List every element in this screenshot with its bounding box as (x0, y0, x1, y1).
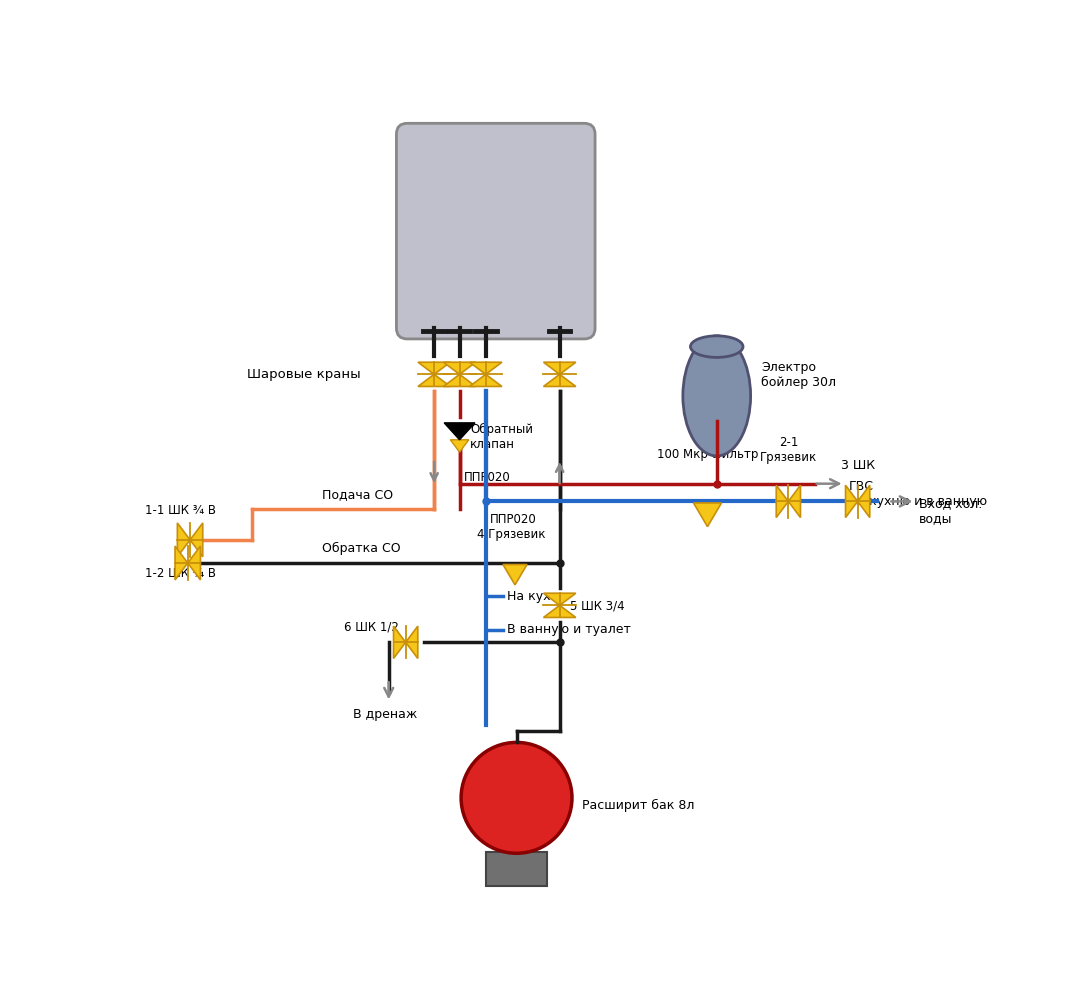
Bar (486, 852, 548, 887)
Text: 5 ШК 3/4: 5 ШК 3/4 (570, 599, 625, 612)
Text: Шаровые краны: Шаровые краны (247, 368, 361, 381)
Ellipse shape (683, 336, 751, 456)
Polygon shape (470, 375, 502, 387)
Polygon shape (444, 362, 475, 375)
Text: 2-2
100 Мкр фильтр: 2-2 100 Мкр фильтр (657, 433, 758, 461)
Polygon shape (190, 523, 203, 557)
Polygon shape (503, 564, 527, 585)
Polygon shape (188, 546, 201, 580)
Polygon shape (393, 626, 406, 658)
Text: 4 Грязевик: 4 Грязевик (477, 528, 545, 541)
Polygon shape (543, 605, 576, 617)
Text: Электро
бойлер 30л: Электро бойлер 30л (761, 362, 836, 390)
Text: В дренаж: В дренаж (353, 707, 417, 720)
Polygon shape (543, 362, 576, 375)
FancyBboxPatch shape (396, 123, 595, 339)
Polygon shape (418, 375, 450, 387)
Text: 2-1
Грязевик: 2-1 Грязевик (759, 437, 816, 465)
Polygon shape (788, 485, 800, 518)
Polygon shape (175, 546, 188, 580)
Polygon shape (406, 626, 418, 658)
Text: 3 ШК: 3 ШК (840, 459, 875, 472)
Circle shape (461, 742, 572, 854)
Polygon shape (777, 485, 788, 518)
Text: 1-1 ШК ¾ В: 1-1 ШК ¾ В (146, 504, 216, 517)
Ellipse shape (690, 336, 743, 358)
Polygon shape (543, 593, 576, 605)
Text: Подача СО: Подача СО (323, 488, 393, 501)
Polygon shape (444, 375, 475, 387)
Polygon shape (846, 485, 858, 518)
Text: Вход хол.
воды: Вход хол. воды (919, 498, 983, 525)
Text: 6 ШК 1/2: 6 ШК 1/2 (345, 620, 399, 633)
Text: 1-2 ШК ¾ В: 1-2 ШК ¾ В (146, 567, 216, 580)
Polygon shape (470, 362, 502, 375)
Text: ППР020: ППР020 (464, 471, 511, 484)
Text: В ванную и туалет: В ванную и туалет (508, 623, 631, 636)
Polygon shape (444, 423, 475, 440)
Polygon shape (858, 485, 869, 518)
Text: На кухню: На кухню (508, 589, 569, 602)
Polygon shape (177, 523, 190, 557)
Text: Обратка СО: Обратка СО (323, 542, 401, 555)
Polygon shape (418, 362, 450, 375)
Text: ГВС
на кухню и в ванную: ГВС на кухню и в ванную (849, 480, 987, 508)
Text: ППР020: ППР020 (490, 513, 537, 526)
Polygon shape (693, 503, 721, 527)
Text: Обратный
клапан: Обратный клапан (471, 423, 534, 451)
Text: Расширит бак 8л: Расширит бак 8л (582, 799, 694, 812)
Polygon shape (450, 440, 469, 452)
Polygon shape (543, 375, 576, 387)
